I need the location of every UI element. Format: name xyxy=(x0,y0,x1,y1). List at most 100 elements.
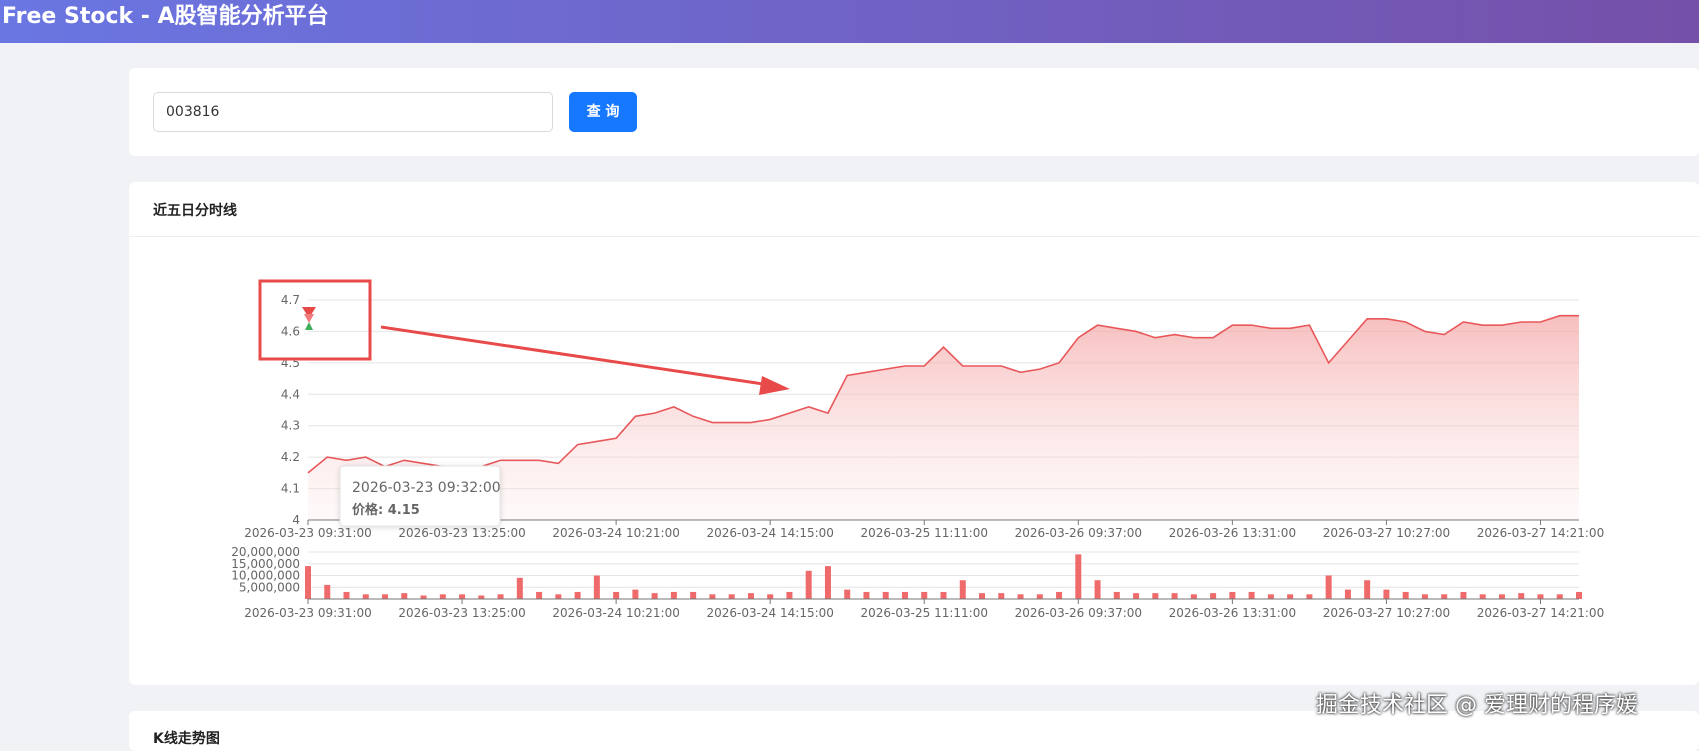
query-button[interactable]: 查 询 xyxy=(569,92,637,132)
volume-bar xyxy=(1094,580,1101,599)
volume-bar xyxy=(1441,594,1448,599)
volume-bar xyxy=(1287,594,1294,599)
x-tick-label: 2026-03-23 13:25:00 xyxy=(398,526,525,540)
marker xyxy=(304,314,314,323)
volume-bar xyxy=(882,591,889,599)
volume-bar xyxy=(844,589,851,599)
y-tick-label: 15,000,000 xyxy=(231,557,300,571)
volume-bar xyxy=(1364,580,1371,599)
header: Free Stock - A股智能分析平台 xyxy=(0,0,1699,43)
volume-bar xyxy=(1325,575,1332,599)
volume-bar xyxy=(439,594,446,599)
volume-bar xyxy=(1113,591,1120,599)
watermark: 掘金技术社区 @ 爱理财的程序媛 xyxy=(1316,693,1638,718)
volume-bar xyxy=(574,591,581,599)
x-tick-label: 2026-03-25 11:11:00 xyxy=(861,606,988,620)
volume-bar xyxy=(1383,589,1390,599)
volume-bar xyxy=(1017,594,1024,599)
volume-bar xyxy=(747,593,754,599)
volume-bar xyxy=(459,594,466,599)
volume-bar xyxy=(1556,594,1563,599)
volume-bar xyxy=(728,594,735,599)
volume-bar xyxy=(1133,593,1140,599)
volume-bar xyxy=(478,595,485,599)
y-tick-label: 10,000,000 xyxy=(231,569,300,583)
x-tick-label: 2026-03-24 14:15:00 xyxy=(706,526,833,540)
volume-bar xyxy=(593,575,600,599)
volume-bar xyxy=(921,591,928,599)
volume-bar xyxy=(632,589,639,599)
volume-bar xyxy=(1267,594,1274,599)
volume-bar xyxy=(1537,594,1544,599)
x-tick-label: 2026-03-23 09:31:00 xyxy=(244,526,371,540)
volume-bar xyxy=(1518,593,1525,599)
x-tick-label: 2026-03-27 14:21:00 xyxy=(1477,526,1604,540)
volume-bar xyxy=(709,594,716,599)
y-tick-label: 4.3 xyxy=(281,419,300,433)
y-tick-label: 20,000,000 xyxy=(231,545,300,559)
volume-bar xyxy=(1229,591,1236,599)
volume-bar xyxy=(1479,594,1486,599)
volume-bar xyxy=(1210,593,1217,599)
x-tick-label: 2026-03-24 14:15:00 xyxy=(706,606,833,620)
volume-bar xyxy=(1171,593,1178,599)
y-tick-label: 4.4 xyxy=(281,387,300,401)
y-tick-label: 4.6 xyxy=(281,324,300,338)
x-tick-label: 2026-03-23 13:25:00 xyxy=(398,606,525,620)
volume-bar xyxy=(305,566,311,599)
volume-bar xyxy=(362,594,369,599)
volume-bar xyxy=(1152,593,1159,599)
tooltip-title: 2026-03-23 09:32:00 xyxy=(352,480,501,496)
tooltip-text: 价格: 4.15 xyxy=(352,502,420,518)
tooltip-box xyxy=(339,465,501,527)
volume-bar xyxy=(1036,594,1043,599)
volume-bar xyxy=(998,593,1005,599)
volume-bar xyxy=(1402,591,1409,599)
volume-bar xyxy=(497,594,504,599)
highlight-box xyxy=(258,279,372,361)
volume-bar xyxy=(516,577,523,599)
volume-bar xyxy=(901,591,908,599)
markers xyxy=(302,307,316,330)
volume-bar xyxy=(613,591,620,599)
price-area xyxy=(308,315,1579,520)
marker xyxy=(305,322,313,330)
volume-bar xyxy=(1248,591,1255,599)
volume-bar xyxy=(824,566,831,599)
y-tick-label: 4 xyxy=(292,513,300,527)
volume-bar xyxy=(651,593,658,599)
volume-bar xyxy=(1306,594,1313,599)
x-tick-label: 2026-03-27 14:21:00 xyxy=(1477,606,1604,620)
arrow-head xyxy=(759,376,790,395)
volume-bar xyxy=(1344,589,1351,599)
volume-bar xyxy=(1421,594,1428,599)
volume-bar xyxy=(940,591,947,599)
volume-bar xyxy=(1498,594,1505,599)
marker xyxy=(302,307,316,318)
x-tick-label: 2026-03-27 10:27:00 xyxy=(1323,606,1450,620)
search-card: 003816 查 询 xyxy=(129,68,1699,156)
volume-bar xyxy=(536,591,543,599)
volume-bar xyxy=(805,570,812,599)
volume-bar xyxy=(786,591,793,599)
volume-bar xyxy=(767,594,774,599)
divider xyxy=(129,236,1699,237)
volume-bar xyxy=(555,594,562,599)
x-tick-label: 2026-03-24 10:21:00 xyxy=(552,526,679,540)
volume-bar xyxy=(690,591,697,599)
stock-code-input[interactable]: 003816 xyxy=(153,92,553,132)
y-tick-label: 5,000,000 xyxy=(239,580,300,594)
volume-bar xyxy=(959,580,966,599)
volume-bar xyxy=(1576,591,1582,599)
x-tick-label: 2026-03-26 09:37:00 xyxy=(1015,606,1142,620)
volume-bar xyxy=(324,584,331,599)
app-title: Free Stock - A股智能分析平台 xyxy=(2,4,329,29)
volume-bar xyxy=(979,593,986,599)
panel-title: 近五日分时线 xyxy=(153,203,237,219)
volume-bar xyxy=(1056,591,1063,599)
volume-bar xyxy=(1075,554,1082,599)
